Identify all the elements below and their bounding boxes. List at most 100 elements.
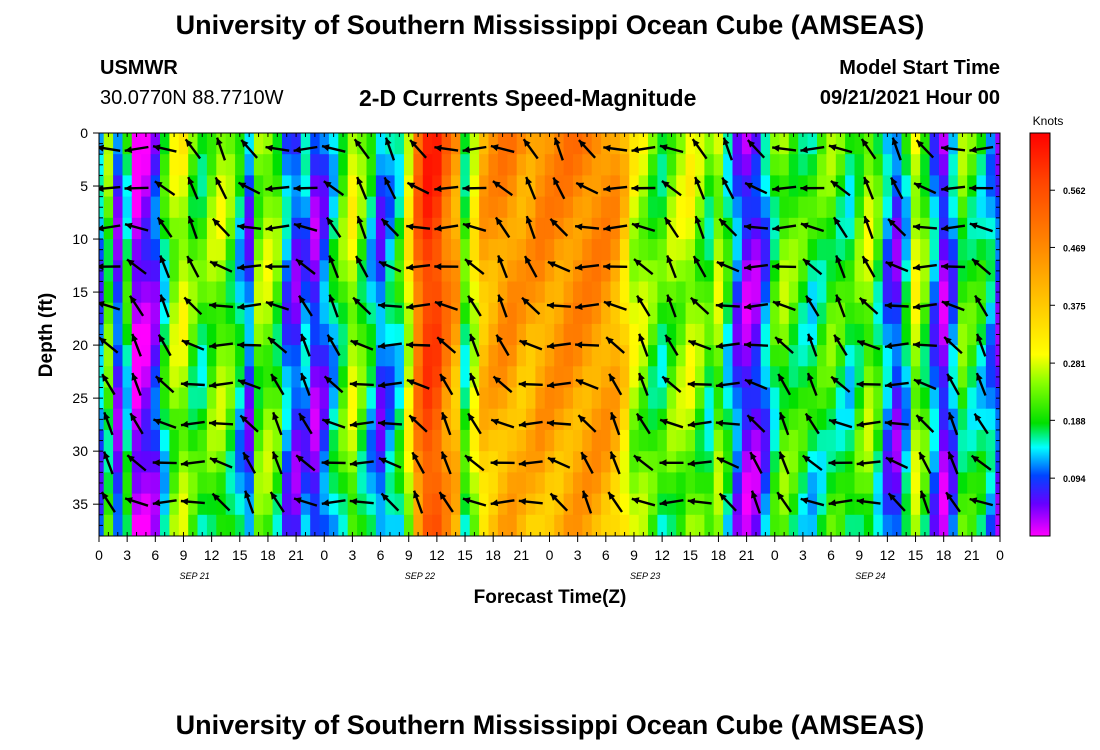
heatmap-cell xyxy=(291,302,302,325)
heatmap-cell xyxy=(920,175,931,198)
heatmap-cell xyxy=(779,217,790,240)
heatmap-cell xyxy=(798,133,809,155)
footer-title: University of Southern Mississippi Ocean… xyxy=(175,710,925,740)
heatmap-cell xyxy=(357,387,368,410)
heatmap-cell xyxy=(554,196,565,219)
heatmap-cell xyxy=(422,260,433,283)
current-arrow xyxy=(661,180,682,197)
heatmap-cell xyxy=(441,514,452,536)
heatmap-cell xyxy=(347,387,358,410)
current-arrow xyxy=(462,145,487,154)
heatmap-cell xyxy=(863,260,874,283)
heatmap-cell xyxy=(695,133,705,155)
heatmap-cell xyxy=(178,429,189,452)
x-tick-label: 15 xyxy=(457,547,473,563)
heatmap-cell xyxy=(263,387,274,410)
heatmap-cell xyxy=(985,323,996,346)
current-arrow xyxy=(355,255,369,278)
heatmap-cell xyxy=(291,196,302,219)
heatmap-cell xyxy=(619,387,630,410)
heatmap-cell xyxy=(263,408,274,431)
heatmap-cell xyxy=(845,429,856,452)
heatmap-cell xyxy=(957,451,968,473)
heatmap-cell xyxy=(300,472,311,495)
heatmap-cell xyxy=(929,451,940,473)
heatmap-cell xyxy=(666,493,677,516)
heatmap-cell xyxy=(469,345,480,367)
y-tick-label: 20 xyxy=(72,337,88,353)
heatmap-cell xyxy=(873,239,884,261)
heatmap-cell xyxy=(441,323,452,346)
heatmap-cell xyxy=(939,514,949,536)
heatmap-cell xyxy=(807,429,818,452)
current-arrow xyxy=(525,215,536,240)
heatmap-cell xyxy=(807,408,818,431)
heatmap-cell xyxy=(244,366,255,389)
heatmap-cell xyxy=(235,133,246,155)
current-arrow xyxy=(464,454,485,472)
heatmap-cell xyxy=(526,133,536,155)
heatmap-cell xyxy=(601,196,612,219)
heatmap-cell xyxy=(629,133,640,155)
heatmap-cell xyxy=(516,366,527,389)
current-arrow xyxy=(974,294,989,317)
heatmap-cell xyxy=(479,175,490,198)
heatmap-cell xyxy=(573,302,583,325)
heatmap-cell xyxy=(385,366,396,389)
current-arrow xyxy=(240,139,259,159)
heatmap-cell xyxy=(901,217,912,240)
heatmap-cell xyxy=(826,345,837,367)
heatmap-cell xyxy=(131,323,142,346)
heatmap-cell xyxy=(253,196,264,219)
current-arrow xyxy=(208,419,234,427)
current-arrow xyxy=(325,216,342,238)
current-arrow xyxy=(494,216,511,239)
current-arrow xyxy=(609,451,621,475)
heatmap-cell xyxy=(235,408,246,431)
current-arrow xyxy=(434,224,459,232)
heatmap-cell xyxy=(253,366,264,389)
heatmap-cell xyxy=(404,239,414,261)
heatmap-cell xyxy=(704,345,715,367)
heatmap-cell xyxy=(751,387,762,410)
current-arrow xyxy=(438,491,454,513)
heatmap-cell xyxy=(347,408,358,431)
heatmap-cell xyxy=(629,345,640,367)
heatmap-cell xyxy=(216,472,227,495)
heatmap-cell xyxy=(882,175,893,198)
heatmap-cell xyxy=(854,133,865,155)
heatmap-cell xyxy=(666,429,677,452)
heatmap-cell xyxy=(385,387,396,410)
heatmap-cell xyxy=(967,217,978,240)
heatmap-cell xyxy=(648,366,658,389)
heatmap-cell xyxy=(263,472,274,495)
heatmap-cell xyxy=(141,366,152,389)
heatmap-cell xyxy=(366,387,377,410)
heatmap-cell xyxy=(554,302,565,325)
heatmap-cell xyxy=(422,366,433,389)
heatmap-cell xyxy=(873,175,884,198)
heatmap-cell xyxy=(479,323,490,346)
heatmap-cell xyxy=(394,429,405,452)
heatmap-cell xyxy=(488,302,499,325)
heatmap-cell xyxy=(704,217,715,240)
heatmap-cell xyxy=(685,493,696,516)
heatmap-cell xyxy=(948,260,959,283)
heatmap-cell xyxy=(469,472,480,495)
heatmap-cell xyxy=(216,302,227,325)
heatmap-cell xyxy=(713,408,724,431)
heatmap-cell xyxy=(235,387,246,410)
current-arrow xyxy=(605,336,625,354)
heatmap-cell xyxy=(713,217,724,240)
heatmap-cell xyxy=(319,281,330,304)
heatmap-cell xyxy=(760,154,771,176)
heatmap-cell xyxy=(460,472,471,495)
heatmap-cell xyxy=(225,217,236,240)
heatmap-cell xyxy=(366,429,377,452)
heatmap-cell xyxy=(244,323,255,346)
current-arrow xyxy=(575,378,599,390)
heatmap-cell xyxy=(892,239,903,261)
heatmap-cell xyxy=(535,281,546,304)
heatmap-cell xyxy=(666,260,677,283)
current-arrow xyxy=(154,180,176,196)
